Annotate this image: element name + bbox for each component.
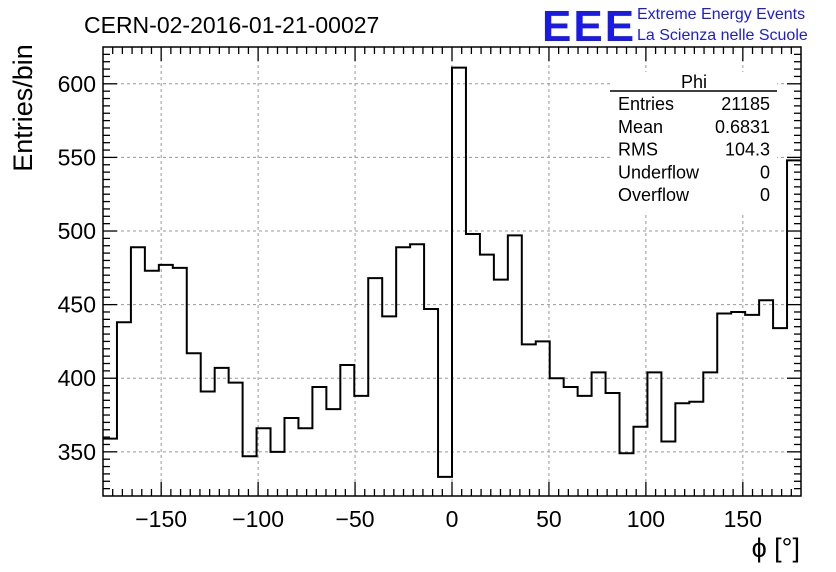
histogram-bin: [438, 477, 452, 496]
histogram-bin: [675, 403, 689, 496]
histogram-bin: [382, 316, 396, 496]
stats-row-label: Overflow: [618, 185, 690, 205]
histogram-bin: [145, 271, 159, 496]
histogram-bin: [592, 372, 606, 496]
x-tick-label: 0: [446, 506, 459, 532]
histogram-bin: [173, 268, 187, 496]
x-tick-label: −50: [336, 506, 375, 532]
histogram-bin: [661, 442, 675, 496]
histogram-bin: [354, 396, 368, 496]
stats-row-label: Entries: [618, 94, 674, 114]
histogram-bin: [689, 402, 703, 496]
histogram-bin: [759, 300, 773, 496]
y-axis-label: Entries/bin: [8, 44, 38, 172]
histogram-bin: [271, 452, 285, 496]
histogram-bin: [243, 456, 257, 496]
histogram-bin: [368, 278, 382, 496]
eee-logo: EEE Extreme Energy Events La Scienza nel…: [542, 2, 808, 51]
histogram-bin: [187, 353, 201, 496]
histogram-bin: [564, 387, 578, 496]
y-tick-label: 550: [58, 144, 96, 170]
y-tick-label: 450: [58, 292, 96, 318]
histogram-bin: [717, 313, 731, 496]
histogram-bin: [117, 322, 131, 496]
x-tick-label: −100: [232, 506, 284, 532]
histogram-outline: [103, 66, 801, 478]
y-tick-label: 500: [58, 218, 96, 244]
histogram-bin: [773, 328, 787, 496]
y-tick-label: 350: [58, 439, 96, 465]
histogram-bin: [326, 409, 340, 496]
logo-line-1: Extreme Energy Events: [637, 6, 805, 23]
stats-row-value: 0: [760, 185, 770, 205]
x-axis-label: ϕ [°]: [752, 533, 800, 563]
stats-row-label: Underflow: [618, 162, 700, 182]
histogram-bin: [131, 247, 145, 496]
histogram-bin: [257, 428, 271, 496]
histogram-bin: [396, 247, 410, 496]
x-tick-label: 50: [536, 506, 562, 532]
stats-box: Phi Entries 21185 Mean 0.6831 RMS 104.3 Underf…: [610, 72, 777, 212]
histogram-bin: [229, 383, 243, 496]
stats-box-title: Phi: [681, 72, 707, 92]
y-tick-label: 400: [58, 365, 96, 391]
histogram-bin: [159, 265, 173, 496]
histogram-bin: [633, 427, 647, 496]
histogram-bin: [410, 244, 424, 496]
axis-ticks: [103, 47, 801, 496]
histogram-bin: [452, 68, 466, 496]
histogram-bin: [312, 387, 326, 496]
histogram-bin: [578, 396, 592, 496]
x-tick-label: 100: [627, 506, 665, 532]
histogram-bin: [620, 453, 634, 496]
histogram-bin: [731, 312, 745, 496]
x-tick-label: −150: [135, 506, 187, 532]
logo-mark: EEE: [542, 2, 636, 51]
histogram-bin: [647, 372, 661, 496]
histogram-bin: [340, 365, 354, 496]
histogram-bin: [536, 341, 550, 496]
histogram-bin: [703, 372, 717, 496]
histogram-bin: [522, 344, 536, 496]
chart-title: CERN-02-2016-01-21-00027: [84, 12, 379, 38]
histogram-bin: [787, 160, 801, 496]
histogram-bin: [606, 393, 620, 496]
x-tick-label: 150: [724, 506, 762, 532]
logo-line-2: La Scienza nelle Scuole: [637, 27, 808, 44]
histogram-bin: [508, 235, 522, 496]
histogram-bin: [298, 428, 312, 496]
histogram-bin: [284, 418, 298, 496]
stats-row-value: 21185: [721, 94, 770, 114]
histogram-bin: [480, 255, 494, 496]
histogram-bin: [550, 378, 564, 496]
y-tick-label: 600: [58, 71, 96, 97]
stats-row-label: RMS: [618, 140, 658, 160]
histogram-bin: [745, 315, 759, 496]
histogram-bin: [215, 368, 229, 496]
histogram-bin: [494, 280, 508, 496]
stats-row-value: 0.6831: [715, 117, 770, 137]
tick-labels: −150 −100 −50 0 50 100 150 350 400 450 500 550 600: [58, 71, 762, 532]
stats-row-label: Mean: [618, 117, 663, 137]
histogram-bin: [103, 439, 117, 496]
histogram-bin: [201, 391, 215, 496]
histogram-bin: [466, 234, 480, 496]
histogram-bin: [424, 309, 438, 496]
stats-row-value: 104.3: [725, 140, 770, 160]
stats-row-value: 0: [760, 162, 770, 182]
